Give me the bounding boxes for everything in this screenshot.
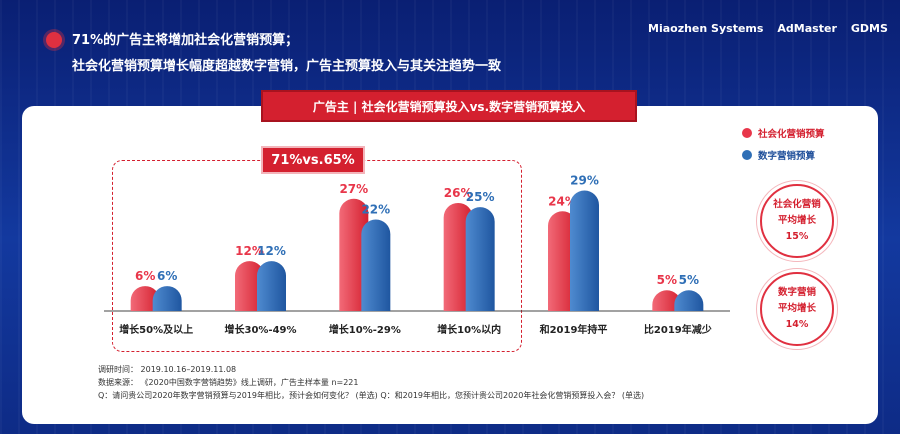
legend-swatch-red <box>742 128 752 138</box>
legend-item-digital: 数字营销预算 <box>742 144 825 166</box>
legend-item-social: 社会化营销预算 <box>742 122 825 144</box>
highlight-tag: 71%vs.65% <box>263 148 363 172</box>
legend: 社会化营销预算 数字营销预算 <box>742 122 825 166</box>
logo-admaster: AdMaster <box>777 22 837 35</box>
note-data-source: 数据来源： 《2020中国数字营销趋势》线上调研，广告主样本量 n=221 <box>98 378 359 387</box>
bullet-dot <box>46 32 62 48</box>
footnotes: 调研时间： 2019.10.16–2019.11.08 数据来源： 《2020中… <box>98 363 644 402</box>
logo-gdms: GDMS <box>850 22 888 35</box>
x-tick-label-2: 增长10%-29% <box>329 323 401 336</box>
x-tick-label-0: 增长50%及以上 <box>119 323 193 336</box>
label-social-1: 12% <box>235 244 264 258</box>
bar-social-2 <box>339 198 369 311</box>
x-tick-label-5: 比2019年减少 <box>644 323 712 336</box>
label-digital-1: 12% <box>257 244 286 258</box>
x-tick-label-3: 增长10%以内 <box>437 323 501 336</box>
bar-digital-3 <box>465 207 495 311</box>
bar-social-4 <box>548 211 577 311</box>
summary-circle-social: 社会化营销 平均增长 15% <box>756 180 838 262</box>
label-digital-4: 29% <box>570 173 599 187</box>
logo-bar: Miaozhen Systems AdMaster GDMS <box>648 22 888 35</box>
headline-line2: 社会化营销预算增长幅度超越数字营销，广告主预算投入与其关注趋势一致 <box>72 59 502 74</box>
label-social-3: 26% <box>444 186 473 200</box>
label-social-5: 5% <box>657 273 677 287</box>
chart-title-banner: 广告主 | 社会化营销预算投入vs.数字营销预算投入 <box>263 92 635 120</box>
bar-social-3 <box>443 202 473 311</box>
label-digital-0: 6% <box>157 269 177 283</box>
label-digital-2: 22% <box>361 203 390 217</box>
legend-swatch-blue <box>742 150 752 160</box>
bar-digital-4 <box>570 190 599 311</box>
bar-digital-1 <box>257 261 286 311</box>
bar-digital-2 <box>361 219 391 311</box>
logo-miaozhen: Miaozhen Systems <box>648 22 764 35</box>
label-social-4: 24% <box>548 194 577 208</box>
bar-digital-0 <box>152 286 182 311</box>
bar-digital-5 <box>674 290 704 311</box>
bar-social-1 <box>234 261 264 311</box>
headline-line1: 71%的广告主将增加社会化营销预算； <box>72 33 299 48</box>
bar-social-5 <box>652 290 682 311</box>
note-survey-period: 调研时间： 2019.10.16–2019.11.08 <box>98 365 237 374</box>
label-digital-5: 5% <box>679 273 699 287</box>
note-questions: Q：请问贵公司2020年数字营销预算与2019年相比，预计会如何变化？ (单选)… <box>98 391 645 400</box>
x-tick-label-1: 增长30%-49% <box>224 323 296 336</box>
summary-circle-digital: 数字营销 平均增长 14% <box>756 268 838 350</box>
label-social-2: 27% <box>339 182 368 196</box>
x-tick-label-4: 和2019年持平 <box>539 323 608 336</box>
label-social-0: 6% <box>135 269 155 283</box>
label-digital-3: 25% <box>466 190 495 204</box>
bar-social-0 <box>130 286 160 311</box>
